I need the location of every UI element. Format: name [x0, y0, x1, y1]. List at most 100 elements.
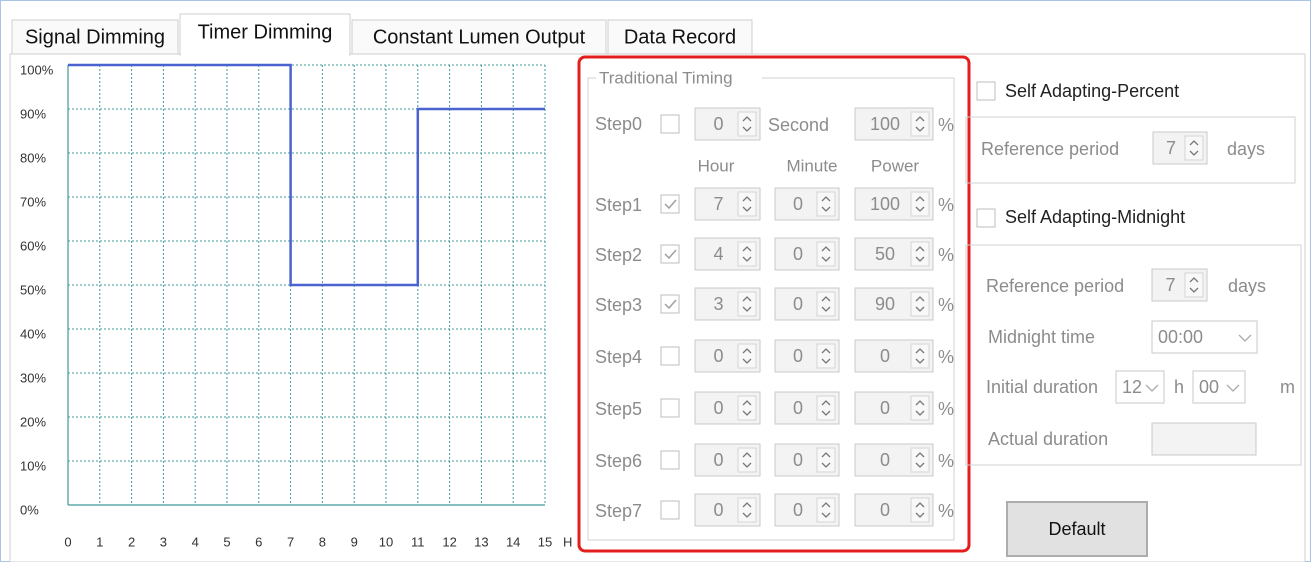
tab[interactable]	[11, 19, 179, 55]
spin-buttons[interactable]	[737, 497, 757, 523]
unit-label: days	[1227, 139, 1265, 159]
spin-value[interactable]: 0	[880, 398, 890, 418]
spin-value[interactable]: 0	[880, 450, 890, 470]
spin-value[interactable]: 4	[713, 244, 723, 264]
spin-value[interactable]: 7	[1166, 138, 1176, 158]
checkbox[interactable]	[976, 208, 996, 228]
spin-value[interactable]: 0	[713, 346, 723, 366]
spin-value[interactable]: 0	[713, 450, 723, 470]
spin-value[interactable]: 0	[793, 500, 803, 520]
spin-value[interactable]: 3	[713, 294, 723, 314]
tab[interactable]	[179, 13, 351, 56]
spin-up	[742, 452, 752, 458]
tab-label[interactable]: Signal Dimming	[25, 26, 165, 48]
checkbox[interactable]	[660, 398, 680, 418]
spin-buttons[interactable]	[1184, 135, 1204, 161]
x-tick-label: 3	[160, 534, 167, 549]
spin-value[interactable]: 50	[875, 244, 895, 264]
spin-buttons[interactable]	[816, 395, 836, 421]
spin-value[interactable]: 0	[793, 194, 803, 214]
percent-label: %	[938, 115, 954, 135]
y-tick-label: 80%	[20, 150, 46, 165]
tab-label[interactable]: Timer Dimming	[198, 21, 333, 43]
spin-buttons[interactable]	[910, 191, 930, 217]
spin-value[interactable]: 0	[713, 398, 723, 418]
unit-label: days	[1228, 276, 1266, 296]
combo-value[interactable]: 00:00	[1158, 327, 1203, 347]
spin-value[interactable]: 0	[713, 114, 723, 134]
spin-buttons[interactable]	[737, 447, 757, 473]
spin-value[interactable]: 0	[793, 398, 803, 418]
spin-buttons[interactable]	[816, 291, 836, 317]
spin-buttons[interactable]	[910, 497, 930, 523]
checkbox[interactable]	[660, 450, 680, 470]
spin-buttons[interactable]	[910, 395, 930, 421]
spin-buttons[interactable]	[910, 291, 930, 317]
combo-arrow	[1238, 334, 1252, 342]
spin-value[interactable]: 0	[880, 500, 890, 520]
y-tick-label: 100%	[20, 62, 54, 77]
group-title: Traditional Timing	[599, 68, 733, 87]
spin-buttons[interactable]	[816, 447, 836, 473]
text-box[interactable]	[1151, 422, 1257, 456]
checkbox[interactable]	[660, 500, 680, 520]
step-label: Step7	[595, 501, 642, 521]
spin-buttons[interactable]	[1184, 272, 1204, 298]
tab-label[interactable]: Constant Lumen Output	[373, 26, 586, 48]
tab[interactable]	[351, 19, 607, 55]
spin-buttons[interactable]	[910, 447, 930, 473]
spin-buttons[interactable]	[910, 241, 930, 267]
spin-buttons[interactable]	[737, 395, 757, 421]
tab[interactable]	[607, 19, 753, 55]
spin-value[interactable]: 0	[713, 500, 723, 520]
checkbox[interactable]	[660, 244, 680, 264]
combo-value[interactable]: 12	[1122, 377, 1142, 397]
spin-value[interactable]: 7	[1165, 275, 1175, 295]
spin-buttons[interactable]	[816, 343, 836, 369]
y-tick-label: 10%	[20, 458, 46, 473]
y-tick-label: 40%	[20, 326, 46, 341]
spin-value[interactable]: 90	[875, 294, 895, 314]
spin-value[interactable]: 100	[870, 114, 900, 134]
x-axis-label: H	[563, 534, 572, 549]
spin-buttons[interactable]	[737, 241, 757, 267]
checkbox-label[interactable]: Self Adapting-Percent	[1005, 81, 1179, 101]
checkbox[interactable]	[976, 81, 996, 101]
checkbox[interactable]	[660, 294, 680, 314]
spin-value[interactable]: 0	[793, 346, 803, 366]
button-label[interactable]: Default	[1048, 519, 1105, 539]
checkbox-label[interactable]: Self Adapting-Midnight	[1005, 207, 1185, 227]
spin-buttons[interactable]	[910, 343, 930, 369]
button[interactable]	[1006, 501, 1148, 557]
spin-value[interactable]: 0	[793, 244, 803, 264]
x-tick-label: 10	[379, 534, 393, 549]
spin-buttons[interactable]	[816, 241, 836, 267]
spin-down	[742, 126, 752, 132]
spin-value[interactable]: 7	[713, 194, 723, 214]
tab-label[interactable]: Data Record	[624, 26, 736, 48]
combo-value[interactable]: 00	[1199, 377, 1219, 397]
spin-value[interactable]: 0	[793, 450, 803, 470]
spin-value[interactable]: 0	[880, 346, 890, 366]
highlight-frame	[577, 55, 971, 553]
step-label: Step2	[595, 245, 642, 265]
spin-value[interactable]: 100	[870, 194, 900, 214]
spin-buttons[interactable]	[816, 497, 836, 523]
checkbox[interactable]	[660, 346, 680, 366]
checkbox[interactable]	[660, 114, 680, 134]
spin-buttons[interactable]	[737, 111, 757, 137]
combo-box[interactable]	[1151, 320, 1258, 354]
spin-buttons[interactable]	[910, 111, 930, 137]
spin-value[interactable]: 0	[793, 294, 803, 314]
percent-label: %	[938, 399, 954, 419]
combo-arrow	[1226, 384, 1240, 392]
checkbox[interactable]	[660, 194, 680, 214]
y-tick-label: 50%	[20, 282, 46, 297]
spin-buttons[interactable]	[737, 191, 757, 217]
unit-label: Second	[768, 115, 829, 135]
percent-label: %	[938, 245, 954, 265]
spin-buttons[interactable]	[816, 191, 836, 217]
spin-buttons[interactable]	[737, 291, 757, 317]
spin-buttons[interactable]	[737, 343, 757, 369]
